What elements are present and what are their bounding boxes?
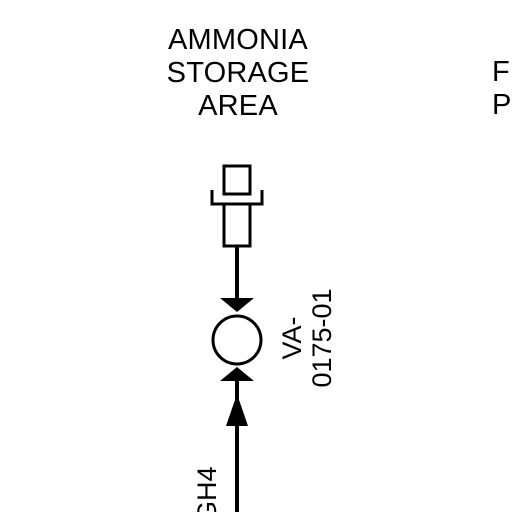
area-label-line-1: AMMONIA xyxy=(168,24,308,56)
connector-cap xyxy=(222,164,252,196)
valve-tag: VA- 0175-01 xyxy=(277,258,347,418)
pipe-line-tag: GH4 xyxy=(188,462,228,512)
connector-body xyxy=(222,202,252,248)
area-label: AMMONIA STORAGE AREA xyxy=(118,24,358,123)
pipe-line-tag-text: GH4 xyxy=(192,466,222,512)
pipe-connector-icon xyxy=(210,164,264,248)
area-label-line-3: AREA xyxy=(198,90,278,122)
ball-valve-icon xyxy=(211,298,263,381)
valve-tag-line-2: 0175-01 xyxy=(307,288,337,388)
valve-tag-line-1: VA- xyxy=(277,316,307,360)
cut-off-label-line-2: P xyxy=(492,89,512,121)
valve-top-triangle xyxy=(220,298,254,312)
valve-ball xyxy=(211,314,263,366)
valve-bottom-triangle xyxy=(220,367,254,381)
cut-off-label-line-1: F xyxy=(492,56,510,88)
flow-arrow-up-icon xyxy=(226,394,248,426)
area-label-line-2: STORAGE xyxy=(166,57,310,89)
cut-off-label: F P xyxy=(492,56,511,122)
connector-flange xyxy=(210,190,264,206)
